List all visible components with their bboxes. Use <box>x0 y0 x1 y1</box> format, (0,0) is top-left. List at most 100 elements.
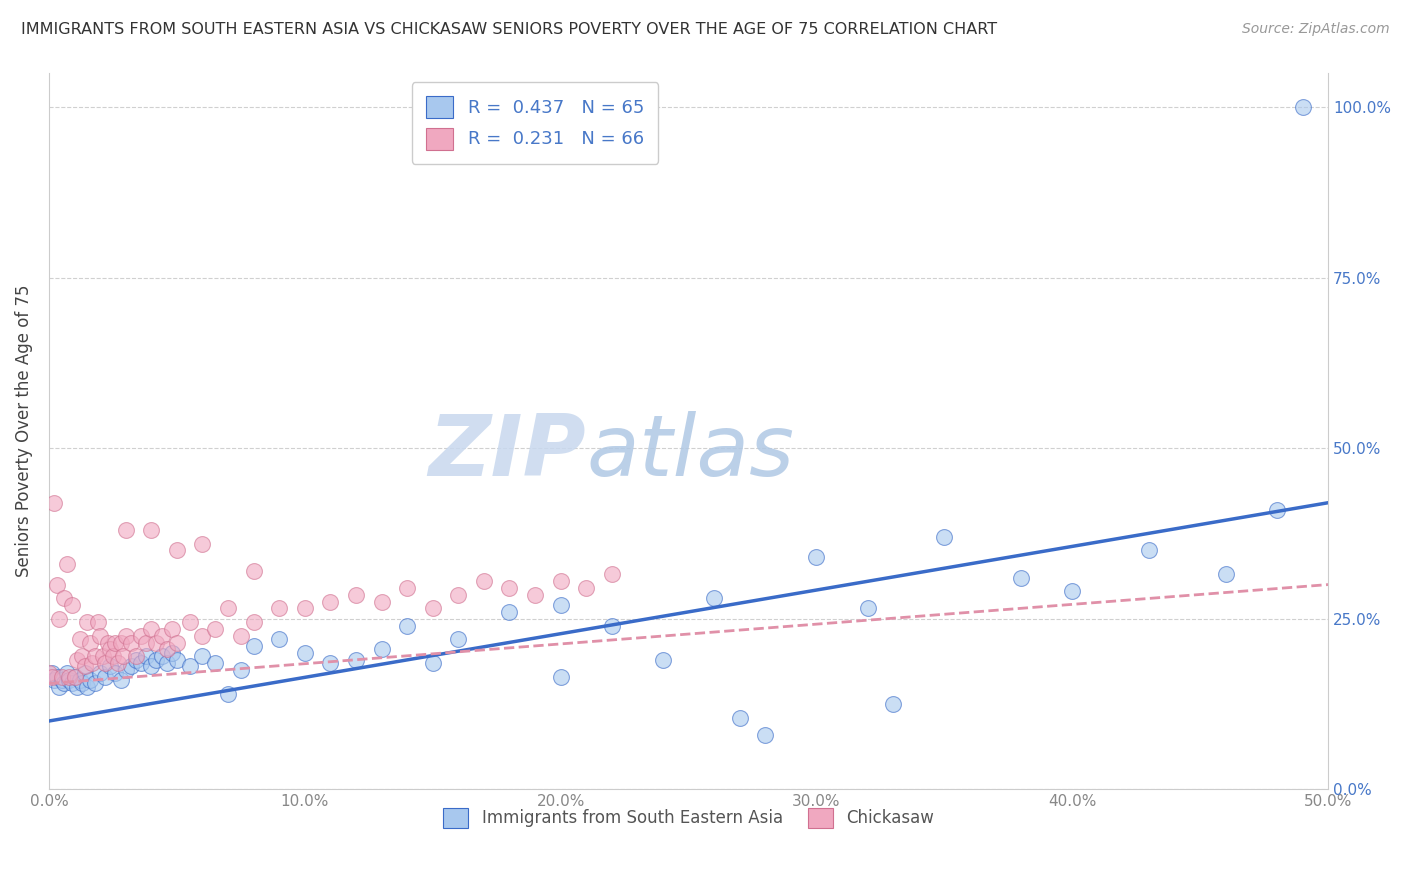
Point <box>76 615 98 629</box>
Point <box>114 523 136 537</box>
Point <box>575 581 598 595</box>
Point <box>1010 571 1032 585</box>
Point <box>100 659 122 673</box>
Point <box>856 601 879 615</box>
Point <box>125 649 148 664</box>
Point <box>934 530 956 544</box>
Point <box>204 622 226 636</box>
Point <box>135 649 157 664</box>
Point <box>166 635 188 649</box>
Point <box>84 649 107 664</box>
Point <box>45 577 67 591</box>
Point <box>79 635 101 649</box>
Point <box>150 629 173 643</box>
Point <box>42 496 65 510</box>
Point <box>179 659 201 673</box>
Point <box>73 659 96 673</box>
Point <box>294 601 316 615</box>
Point <box>42 673 65 687</box>
Point <box>242 639 264 653</box>
Point <box>156 642 179 657</box>
Point <box>1265 502 1288 516</box>
Point <box>882 697 904 711</box>
Point <box>1137 543 1160 558</box>
Point <box>1215 567 1237 582</box>
Point <box>97 635 120 649</box>
Point <box>191 649 214 664</box>
Point <box>91 649 114 664</box>
Point <box>1062 584 1084 599</box>
Point <box>319 656 342 670</box>
Point <box>166 543 188 558</box>
Point <box>269 632 291 647</box>
Legend: Immigrants from South Eastern Asia, Chickasaw: Immigrants from South Eastern Asia, Chic… <box>436 801 941 835</box>
Point <box>94 670 117 684</box>
Point <box>41 666 63 681</box>
Point <box>600 618 623 632</box>
Point <box>145 635 167 649</box>
Point <box>422 601 444 615</box>
Point <box>141 659 163 673</box>
Point <box>76 680 98 694</box>
Point <box>396 618 419 632</box>
Point <box>45 670 67 684</box>
Point <box>53 591 76 606</box>
Text: Source: ZipAtlas.com: Source: ZipAtlas.com <box>1241 22 1389 37</box>
Point <box>100 642 122 657</box>
Point <box>110 635 132 649</box>
Point <box>204 656 226 670</box>
Text: atlas: atlas <box>586 411 794 494</box>
Point <box>94 656 117 670</box>
Point <box>550 574 572 589</box>
Point <box>498 581 520 595</box>
Point <box>112 649 135 664</box>
Point <box>370 594 392 608</box>
Point <box>242 615 264 629</box>
Point <box>396 581 419 595</box>
Point <box>60 676 83 690</box>
Point <box>41 670 63 684</box>
Point <box>129 656 152 670</box>
Point <box>319 594 342 608</box>
Point <box>63 670 86 684</box>
Point <box>229 663 252 677</box>
Point <box>114 629 136 643</box>
Point <box>269 601 291 615</box>
Point <box>754 728 776 742</box>
Point <box>120 635 142 649</box>
Point <box>120 659 142 673</box>
Point <box>191 629 214 643</box>
Point <box>728 710 751 724</box>
Point <box>84 676 107 690</box>
Point <box>806 550 828 565</box>
Point <box>69 632 91 647</box>
Point <box>63 670 86 684</box>
Point <box>125 652 148 666</box>
Point <box>53 676 76 690</box>
Point <box>51 673 73 687</box>
Point <box>69 673 91 687</box>
Point <box>145 652 167 666</box>
Point <box>70 649 93 664</box>
Point <box>79 673 101 687</box>
Point <box>89 666 111 681</box>
Point <box>48 680 70 694</box>
Point <box>242 564 264 578</box>
Point <box>86 615 108 629</box>
Point <box>156 656 179 670</box>
Point <box>600 567 623 582</box>
Text: IMMIGRANTS FROM SOUTH EASTERN ASIA VS CHICKASAW SENIORS POVERTY OVER THE AGE OF : IMMIGRANTS FROM SOUTH EASTERN ASIA VS CH… <box>21 22 997 37</box>
Point <box>160 622 183 636</box>
Point <box>101 649 124 664</box>
Point <box>51 670 73 684</box>
Point <box>229 629 252 643</box>
Point <box>73 666 96 681</box>
Point <box>217 601 239 615</box>
Point <box>141 622 163 636</box>
Y-axis label: Seniors Poverty Over the Age of 75: Seniors Poverty Over the Age of 75 <box>15 285 32 577</box>
Point <box>472 574 495 589</box>
Point <box>1291 100 1313 114</box>
Point <box>82 656 104 670</box>
Point <box>344 652 367 666</box>
Point <box>110 673 132 687</box>
